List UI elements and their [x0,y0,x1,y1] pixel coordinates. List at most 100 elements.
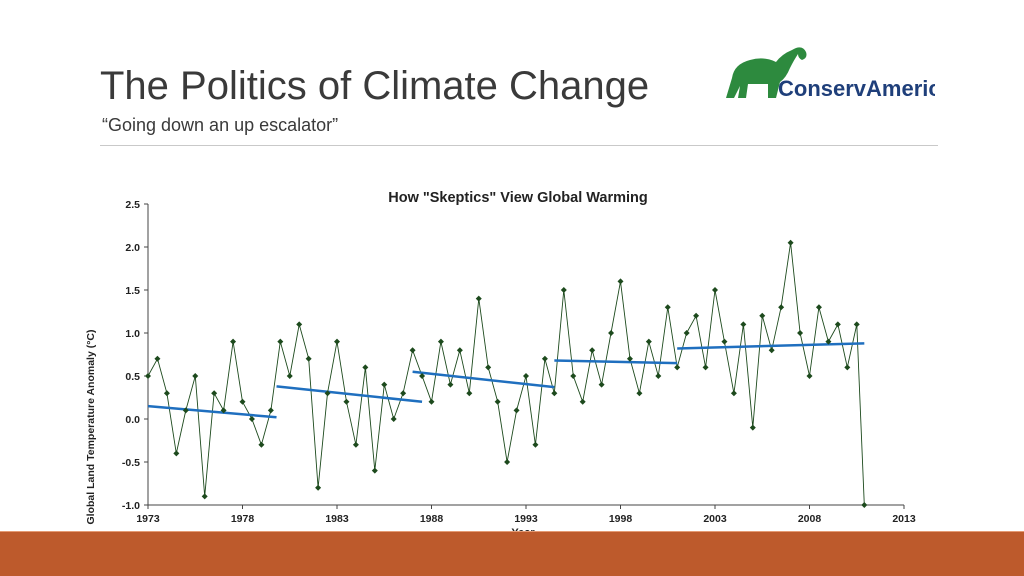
data-point [683,330,690,336]
data-point [371,467,378,474]
y-tick-label: 0.0 [125,414,140,426]
data-point [145,373,151,379]
data-point [267,407,274,414]
y-tick-label: 2.0 [125,242,140,254]
x-tick-label: 1973 [136,513,160,525]
data-point [589,347,596,354]
data-point [513,407,520,414]
data-point [815,304,822,311]
data-point [315,484,322,491]
x-tick-label: 2013 [892,513,916,525]
data-point [277,338,284,345]
trend-segment [677,342,865,350]
data-point [532,441,539,448]
data-point [626,355,633,362]
data-point [655,373,662,379]
data-point [230,338,237,345]
data-point [239,398,246,405]
data-series [147,242,865,506]
data-point [324,390,331,397]
data-point [598,381,605,388]
y-axis-label: Global Land Temperature Anomaly (°C) [85,330,97,525]
data-point [806,373,813,379]
slide-title: The Politics of Climate Change [100,64,650,108]
data-point [551,390,558,397]
slide-subtitle: “Going down an up escalator” [102,115,339,135]
data-point [182,407,189,414]
data-point [352,441,359,448]
data-point [560,287,567,293]
data-point [409,347,416,354]
footer-accent-line [0,531,1024,532]
data-point [570,373,577,379]
data-point [305,355,312,362]
data-point [296,321,303,328]
data-point [825,338,832,345]
data-point [712,287,718,293]
logo-text: ConservAmerica [778,76,935,101]
x-tick-label: 2008 [798,513,822,525]
data-point [834,321,841,328]
data-point [154,355,161,362]
data-point [740,321,747,328]
data-point [286,373,293,379]
data-points [145,239,868,508]
y-tick-label: 1.5 [125,285,140,297]
data-point [749,424,756,431]
footer-band [0,532,1024,576]
data-point [664,304,671,311]
data-point [608,330,615,336]
x-tick-label: 1988 [420,513,444,525]
data-point [787,239,794,246]
conservamerica-logo: ConservAmerica [726,47,935,101]
data-point [579,398,586,405]
chart-panel: How "Skeptics" View Global Warming Globa… [78,172,924,554]
y-tick-label: 2.5 [125,199,140,211]
x-tick-label: 1983 [325,513,349,525]
data-point [778,304,785,311]
data-point [428,398,435,405]
x-tick-label: 1978 [231,513,255,525]
data-point [797,330,804,336]
x-tick-label: 1993 [514,513,538,525]
data-point [343,398,350,405]
trend-segment [147,404,277,419]
data-point [437,338,444,345]
temperature-chart: How "Skeptics" View Global Warming Globa… [85,190,916,539]
x-tick-label: 2003 [703,513,727,525]
data-point [636,390,643,397]
series-line [147,242,865,506]
elephant-icon [726,47,807,98]
y-tick-label: 1.0 [125,328,140,340]
data-point [466,390,473,397]
data-point [334,338,340,345]
data-point [645,338,652,345]
data-point [362,364,369,371]
data-point [768,347,775,354]
data-point [861,502,868,508]
data-point [523,373,529,379]
trend-segment [412,370,555,389]
trend-segment [276,385,423,404]
data-point [390,416,397,422]
data-point [258,441,265,448]
data-point [485,364,492,371]
data-point [844,364,851,371]
data-point [693,312,700,319]
data-point [220,407,227,414]
data-point [447,381,454,388]
data-point [759,312,766,319]
data-point [163,390,170,397]
title-divider [100,145,938,146]
data-point [853,321,860,328]
data-point [494,398,501,405]
data-point [192,373,199,379]
data-point [674,364,681,371]
y-tick-label: -1.0 [122,500,140,512]
data-point [248,416,255,422]
data-point [201,493,208,500]
data-point [419,373,426,379]
data-point [173,450,180,457]
data-point [504,459,511,465]
